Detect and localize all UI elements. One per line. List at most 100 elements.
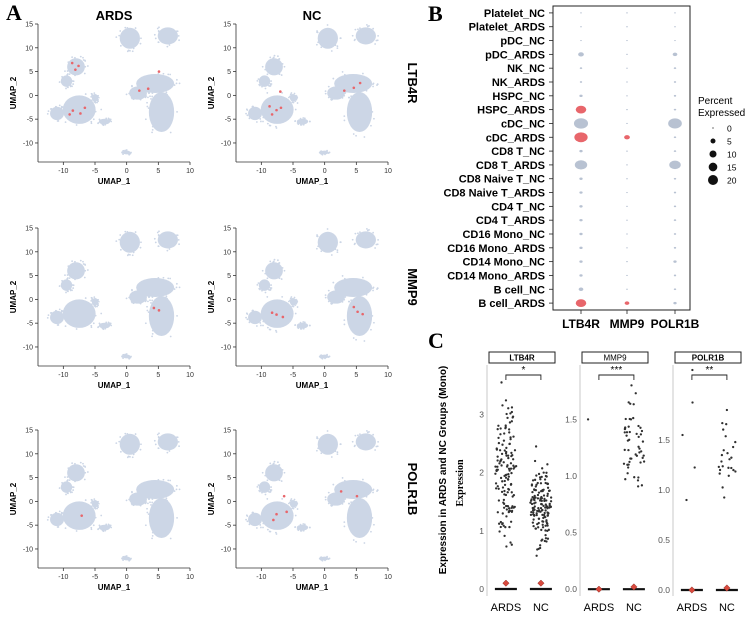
umap-cell [350,299,353,301]
dot-mark [673,246,677,249]
violin-point [506,505,510,508]
umap-cell [261,85,263,88]
umap-cell [293,296,296,299]
umap-cell [275,329,277,332]
umap-cell [94,516,97,519]
umap-cell [277,55,279,58]
umap-cell [58,81,61,83]
umap-cell [269,288,272,291]
umap-expressing-cell [138,89,141,92]
umap-cell [281,267,284,269]
umap-cluster [67,58,85,76]
umap-cell [264,493,267,496]
violin-point [513,449,517,452]
violin-point [637,476,640,479]
umap-cell [84,466,87,468]
umap-cell [97,100,99,103]
violin-point [501,512,504,515]
umap-cell [360,289,362,291]
umap-subplot: -10 -5 0 5 10 -10 -5 0 5 10 15 UMAP_1 UMAP_2 [207,22,392,187]
umap-y-axis-label: UMAP_2 [207,482,216,515]
umap-cell [342,291,345,293]
umap-expressing-cell [270,113,274,116]
umap-cell [308,526,311,529]
violin-point [543,511,546,515]
umap-y-tick-label: 15 [25,226,33,233]
violin-point [508,431,511,434]
violin-point [546,482,549,486]
umap-cell [262,324,264,327]
violin-point [629,457,632,460]
umap-cell [94,305,97,307]
umap-cell [262,116,265,119]
umap-cell [354,434,357,437]
umap-cell [47,110,50,113]
dot-gene-label: POLR1B [651,317,700,331]
umap-cell [130,300,133,303]
umap-cell [86,471,89,473]
umap-cell [336,251,339,254]
dot-mark [626,67,628,69]
umap-cell [119,30,122,32]
umap-cell [132,98,135,101]
violin-point [503,493,506,496]
violin-point [510,406,514,409]
umap-expressing-cell [71,109,75,112]
violin-point [496,468,499,471]
umap-cell [341,502,344,505]
dot-mark [626,164,628,166]
umap-cell [321,153,323,156]
umap-cell [169,479,172,482]
umap-cell [46,316,49,319]
umap-cell [259,524,262,526]
umap-cell [83,478,86,481]
umap-cell [178,488,181,491]
umap-cell [359,433,361,436]
umap-cell [352,133,355,135]
umap-cell [96,305,99,308]
umap-cell [269,84,272,87]
umap-cell [294,108,297,111]
dot-mark [673,205,677,208]
dot-row-label: HSPC_ARDS [477,105,545,117]
umap-y-tick-label: 0 [227,297,231,304]
umap-cell [145,299,147,301]
violin-point [545,471,548,474]
umap-cell [320,354,323,357]
violin-point [628,460,631,463]
umap-x-tick-label: -5 [290,574,296,581]
dot-mark [579,205,583,208]
violin-point [507,472,510,476]
dot-mark [579,67,583,70]
umap-cell [125,149,128,151]
umap-cell [124,26,127,29]
violin-point [685,498,688,502]
violin-point [642,460,646,463]
umap-cell [343,500,346,503]
violin-y-tick-label: 1.5 [658,435,670,445]
umap-cell [336,47,339,50]
umap-cell [269,56,272,59]
dot-mark [626,261,628,263]
umap-cell [341,96,344,99]
violin-point [691,368,694,372]
umap-cluster [136,73,175,93]
umap-cell [261,269,264,272]
umap-cell [278,73,281,75]
umap-cell [291,101,294,104]
umap-cluster [346,92,373,133]
umap-cell [64,70,66,73]
umap-cell [359,294,361,297]
umap-cell [326,430,329,432]
violin-point [547,512,550,515]
umap-cell [178,39,180,42]
violin-point [636,485,640,488]
umap-cell [98,322,101,325]
violin-x-tick-label: ARDS [491,602,522,614]
dot-mark [624,301,630,305]
umap-cell [97,304,99,307]
umap-cluster [355,231,376,249]
umap-cell [68,277,71,280]
dot-mark [626,109,628,111]
violin-point [532,524,535,528]
